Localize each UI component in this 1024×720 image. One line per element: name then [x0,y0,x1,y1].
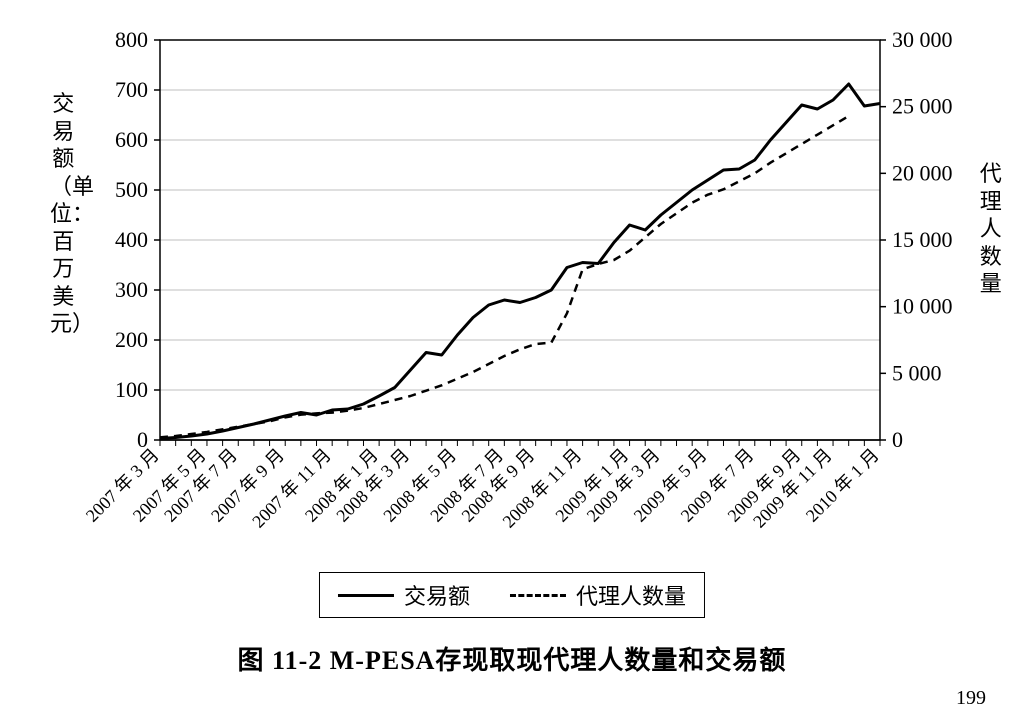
legend-swatch-dashed [510,594,566,597]
svg-text:500: 500 [115,177,148,202]
svg-text:200: 200 [115,327,148,352]
legend: 交易额 代理人数量 [319,572,705,618]
svg-text:30 000: 30 000 [892,27,953,52]
y-axis-right-label: 代理人数量 [978,160,1004,298]
legend-swatch-solid [338,594,394,597]
svg-text:700: 700 [115,77,148,102]
legend-item-series1: 交易额 [338,579,470,611]
svg-text:600: 600 [115,127,148,152]
svg-text:300: 300 [115,277,148,302]
chart-container: 010020030040050060070080005 00010 00015 … [40,20,984,580]
svg-text:15 000: 15 000 [892,227,953,252]
legend-item-series2: 代理人数量 [510,579,686,611]
y-axis-left-label: 交易额（单位：百万美元） [50,90,76,338]
figure-caption: 图 11-2 M-PESA存现取现代理人数量和交易额 [0,640,1024,677]
svg-text:5 000: 5 000 [892,360,942,385]
svg-text:20 000: 20 000 [892,160,953,185]
legend-label-1: 交易额 [404,579,470,611]
chart-svg: 010020030040050060070080005 00010 00015 … [40,20,984,580]
svg-text:25 000: 25 000 [892,94,953,119]
svg-text:10 000: 10 000 [892,294,953,319]
svg-text:0: 0 [892,427,903,452]
svg-text:100: 100 [115,377,148,402]
legend-label-2: 代理人数量 [576,579,686,611]
svg-text:800: 800 [115,27,148,52]
svg-text:400: 400 [115,227,148,252]
page-number: 199 [956,687,986,710]
series-line-transactions [160,84,880,439]
